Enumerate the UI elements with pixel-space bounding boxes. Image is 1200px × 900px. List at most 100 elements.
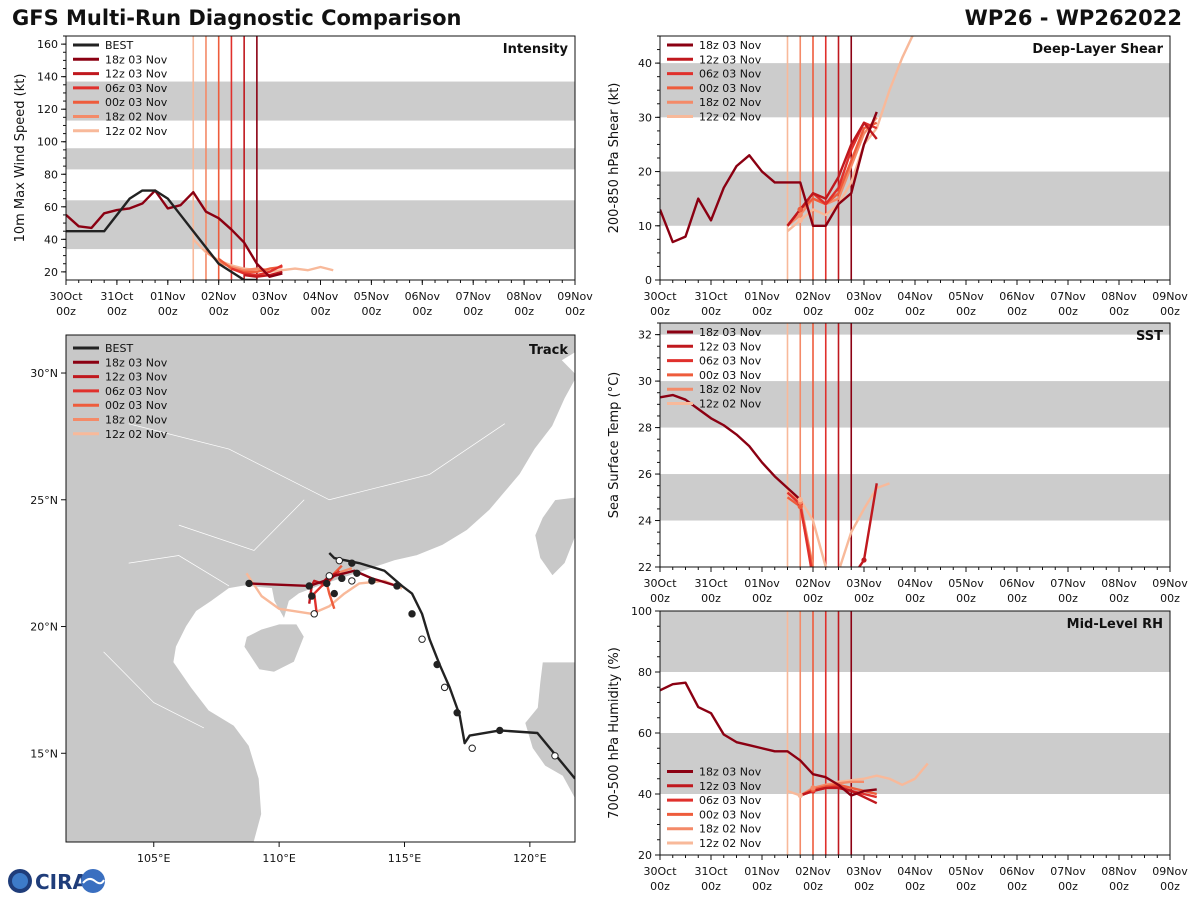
legend-label-intensity: 12z 02 Nov: [105, 125, 168, 138]
init-marker-shear: [797, 212, 803, 218]
init-marker-rh: [810, 785, 816, 791]
ylabel-sst: Sea Surface Temp (°C): [607, 372, 622, 519]
series-group-rh: [660, 681, 929, 805]
legend-label-shear: 18z 02 Nov: [699, 96, 762, 109]
xtick-sublabel-sst: 00z: [1160, 592, 1180, 605]
ytick-label-shear: 0: [645, 274, 652, 287]
ytick-label-sst: 22: [638, 561, 652, 574]
series-intensity-best: [66, 189, 257, 280]
band-sst-1: [660, 381, 1170, 428]
storm-id: WP26 - WP262022: [964, 6, 1182, 30]
xtick-label-intensity: 04Nov: [303, 290, 339, 303]
legend-label-sst: 18z 03 Nov: [699, 326, 762, 339]
xtick-sublabel-shear: 00z: [1109, 305, 1129, 318]
xtick-label-sst: 04Nov: [897, 577, 933, 590]
xtick-sublabel-shear: 00z: [956, 305, 976, 318]
xtick-label-shear: 02Nov: [795, 290, 831, 303]
xtick-sublabel-intensity: 00z: [412, 305, 432, 318]
xtick-sublabel-rh: 00z: [650, 880, 670, 893]
series-shear-12z-03-nov: [786, 121, 878, 227]
legend-label-sst: 00z 03 Nov: [699, 369, 762, 382]
xtick-sublabel-rh: 00z: [701, 880, 721, 893]
init-marker-shear: [797, 206, 803, 213]
xtick-sublabel-intensity: 00z: [463, 305, 483, 318]
ytick-label-sst: 28: [638, 422, 652, 435]
xtick-label-rh: 09Nov: [1152, 865, 1188, 878]
init-marker-rh: [797, 792, 803, 799]
series-shear-18z-03-nov: [660, 111, 878, 244]
xtick-label-sst: 03Nov: [846, 577, 882, 590]
legend-label-shear: 12z 03 Nov: [699, 53, 762, 66]
legend-label-track: 00z 03 Nov: [105, 399, 168, 412]
track-point-filled: [323, 579, 331, 588]
legend-label-rh: 06z 03 Nov: [699, 794, 762, 807]
series-intensity-06z-03-nov: [230, 264, 283, 277]
admin-border-0: [128, 423, 505, 501]
track-point-filled: [305, 582, 313, 590]
ytick-label-sst: 30: [638, 375, 652, 388]
track-point-filled: [453, 709, 461, 717]
ytick-label-intensity: 140: [37, 71, 58, 84]
track-point-filled: [408, 610, 416, 618]
xtick-label-sst: 30Oct: [643, 577, 677, 590]
band-shear-0: [660, 171, 1170, 226]
admin-border-2: [128, 555, 230, 587]
ytick-label-intensity: 100: [37, 136, 58, 149]
xtick-sublabel-shear: 00z: [1160, 305, 1180, 318]
xtick-sublabel-sst: 00z: [650, 592, 670, 605]
legend-label-rh: 00z 03 Nov: [699, 808, 762, 821]
xtick-sublabel-intensity: 00z: [209, 305, 229, 318]
legend-label-sst: 12z 03 Nov: [699, 340, 762, 353]
ytick-label-rh: 100: [631, 605, 652, 618]
xtick-label-rh: 31Oct: [694, 865, 728, 878]
lat-tick-label: 20°N: [30, 621, 58, 634]
ytick-label-shear: 30: [638, 111, 652, 124]
ytick-label-rh: 60: [638, 727, 652, 740]
legend-label-track: 06z 03 Nov: [105, 385, 168, 398]
xtick-label-intensity: 07Nov: [455, 290, 491, 303]
cira-wave-icon: [81, 869, 105, 893]
xtick-label-shear: 07Nov: [1050, 290, 1086, 303]
legend-label-intensity: 18z 02 Nov: [105, 111, 168, 124]
ylabel-rh: 700-500 hPa Humidity (%): [607, 647, 622, 819]
xtick-label-sst: 02Nov: [795, 577, 831, 590]
ylabel-shear: 200-850 hPa Shear (kt): [607, 83, 622, 234]
xtick-label-intensity: 30Oct: [49, 290, 83, 303]
ytick-label-intensity: 40: [44, 233, 58, 246]
series-group-shear: [660, 36, 914, 244]
xtick-label-rh: 07Nov: [1050, 865, 1086, 878]
xtick-label-shear: 01Nov: [744, 290, 780, 303]
track-point-filled: [338, 574, 346, 583]
band-intensity-2: [66, 81, 575, 121]
ytick-label-intensity: 120: [37, 103, 58, 116]
legend-label-rh: 18z 02 Nov: [699, 823, 762, 836]
xtick-sublabel-rh: 00z: [752, 880, 772, 893]
ytick-label-sst: 26: [638, 468, 652, 481]
legend-label-track: 12z 03 Nov: [105, 371, 168, 384]
band-intensity-0: [66, 200, 575, 250]
xtick-sublabel-sst: 00z: [803, 592, 823, 605]
xtick-sublabel-shear: 00z: [905, 305, 925, 318]
ytick-label-sst: 32: [638, 329, 652, 342]
xtick-sublabel-sst: 00z: [1058, 592, 1078, 605]
track-point-open: [418, 635, 426, 643]
track-point-open: [440, 683, 449, 692]
xtick-label-shear: 05Nov: [948, 290, 984, 303]
panel-intensity: 20 40 60 80 100 120 140 160 30Oct 00z 31Oct 00z 01No…: [13, 35, 593, 318]
panel-title-sst: SST: [1136, 329, 1163, 344]
xtick-label-sst: 05Nov: [948, 577, 984, 590]
cira-logo: CIRA: [8, 869, 105, 894]
xtick-label-intensity: 31Oct: [100, 290, 134, 303]
series-intensity-00z-03-nov: [217, 257, 283, 274]
xtick-label-intensity: 06Nov: [405, 290, 441, 303]
panel-title-intensity: Intensity: [503, 42, 569, 57]
xtick-sublabel-sst: 00z: [701, 592, 721, 605]
xtick-sublabel-intensity: 00z: [311, 305, 331, 318]
hainan-island: [243, 623, 305, 673]
xtick-sublabel-shear: 00z: [1058, 305, 1078, 318]
lat-tick-label: 15°N: [30, 747, 58, 760]
ytick-label-intensity: 20: [44, 266, 58, 279]
band-sst-0: [660, 474, 1170, 521]
xtick-sublabel-intensity: 00z: [260, 305, 280, 318]
legend-label-intensity: 00z 03 Nov: [105, 96, 168, 109]
